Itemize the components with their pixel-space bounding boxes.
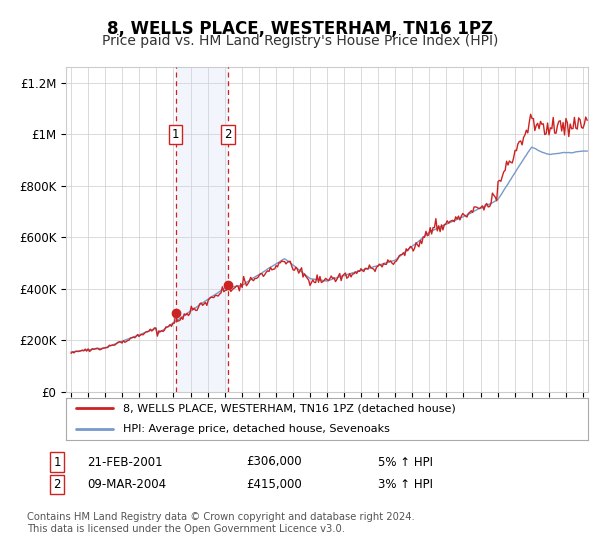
Text: 5% ↑ HPI: 5% ↑ HPI <box>378 455 433 469</box>
Bar <box>176 67 228 392</box>
Text: £306,000: £306,000 <box>246 455 302 469</box>
Text: 3% ↑ HPI: 3% ↑ HPI <box>378 478 433 491</box>
Text: 2: 2 <box>53 478 61 491</box>
Text: 8, WELLS PLACE, WESTERHAM, TN16 1PZ: 8, WELLS PLACE, WESTERHAM, TN16 1PZ <box>107 20 493 38</box>
Text: 09-MAR-2004: 09-MAR-2004 <box>87 478 166 491</box>
Text: 2: 2 <box>224 128 232 141</box>
Text: Contains HM Land Registry data © Crown copyright and database right 2024.
This d: Contains HM Land Registry data © Crown c… <box>27 512 415 534</box>
Text: 1: 1 <box>172 128 179 141</box>
Text: 1: 1 <box>53 455 61 469</box>
Text: 8, WELLS PLACE, WESTERHAM, TN16 1PZ (detached house): 8, WELLS PLACE, WESTERHAM, TN16 1PZ (det… <box>124 403 456 413</box>
Text: 21-FEB-2001: 21-FEB-2001 <box>87 455 163 469</box>
Text: Price paid vs. HM Land Registry's House Price Index (HPI): Price paid vs. HM Land Registry's House … <box>102 34 498 48</box>
Text: £415,000: £415,000 <box>246 478 302 491</box>
Text: HPI: Average price, detached house, Sevenoaks: HPI: Average price, detached house, Seve… <box>124 424 390 434</box>
